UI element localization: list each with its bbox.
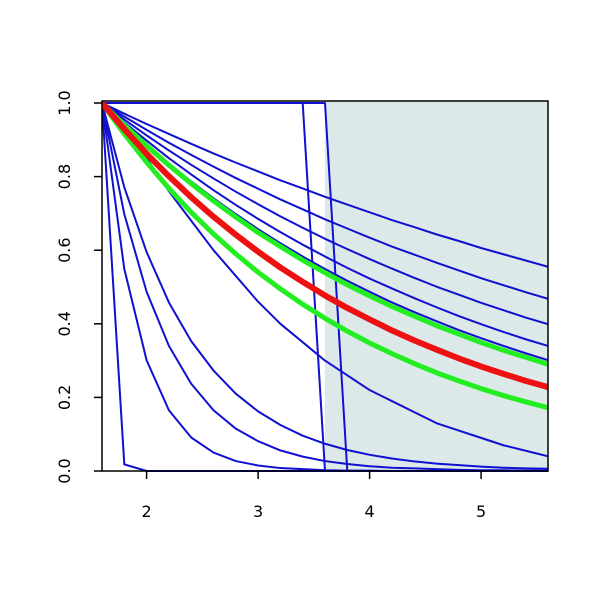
x-tick-label: 3 [253, 502, 263, 521]
y-tick-label: 0.6 [55, 237, 74, 262]
y-tick-label: 0.4 [55, 311, 74, 336]
series-line [102, 102, 548, 347]
series-line [102, 102, 548, 470]
plot-box [101, 100, 549, 472]
y-tick-label: 0.2 [55, 385, 74, 410]
series-line [102, 101, 548, 390]
y-tick-label: 0.8 [55, 164, 74, 189]
series-line [102, 101, 548, 367]
x-tick-label: 4 [365, 502, 375, 521]
series-line [102, 102, 548, 300]
axes-layer: 2 3 4 5 0.0 0.2 0.4 0.6 0.8 1.0 [55, 90, 549, 521]
series-line [102, 102, 548, 268]
series-line [102, 102, 548, 326]
y-tick-label: 1.0 [55, 90, 74, 115]
y-tick-label: 0.0 [55, 458, 74, 483]
x-tick-label: 5 [476, 502, 486, 521]
series-line [102, 102, 548, 458]
x-tick-label: 2 [142, 502, 152, 521]
series-line [102, 101, 548, 411]
